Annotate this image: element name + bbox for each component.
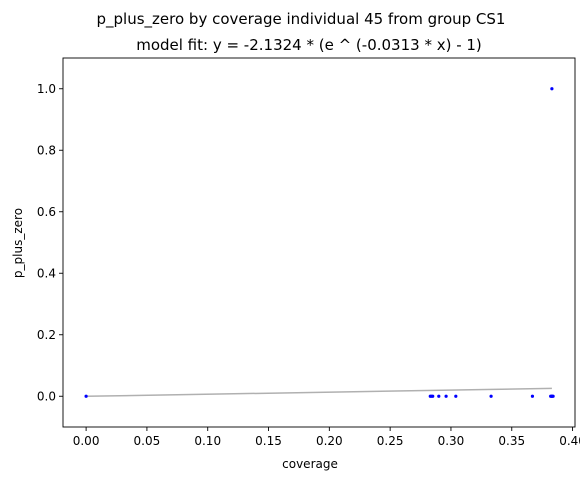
data-point xyxy=(530,394,535,398)
x-tick-label: 0.35 xyxy=(498,434,525,448)
x-tick-label: 0.10 xyxy=(194,434,221,448)
y-tick-label: 0.6 xyxy=(37,205,56,219)
chart-subtitle: model fit: y = -2.1324 * (e ^ (-0.0313 *… xyxy=(136,36,482,54)
y-tick-label: 0.2 xyxy=(37,328,56,342)
y-tick-label: 1.0 xyxy=(37,82,56,96)
fit-line xyxy=(86,387,552,398)
chart-title: p_plus_zero by coverage individual 45 fr… xyxy=(97,10,506,29)
x-axis-label: coverage xyxy=(282,457,338,471)
y-tick-label: 0.4 xyxy=(37,266,56,280)
plot-area: 0.00 0.05 0.10 0.15 0.20 0.25 0.30 0.35 0.40 0.0 0… xyxy=(37,57,580,448)
x-tick-label: 0.00 xyxy=(73,434,100,448)
y-tick-label: 0.8 xyxy=(37,143,56,157)
plot-frame xyxy=(62,57,576,428)
data-point xyxy=(431,394,435,398)
data-point xyxy=(489,394,493,398)
x-tick-label: 0.20 xyxy=(316,434,343,448)
y-tick-label: 0.0 xyxy=(37,389,56,403)
x-tick-label: 0.05 xyxy=(134,434,161,448)
data-point xyxy=(551,394,555,398)
data-point xyxy=(454,394,458,398)
x-tick-label: 0.40 xyxy=(559,434,580,448)
x-tick-label: 0.15 xyxy=(255,434,282,448)
y-axis-label: p_plus_zero xyxy=(11,208,25,278)
data-point xyxy=(550,87,554,91)
x-tick-label: 0.30 xyxy=(438,434,465,448)
data-point xyxy=(437,394,441,398)
data-point xyxy=(84,394,88,398)
x-tick-label: 0.25 xyxy=(377,434,404,448)
data-point xyxy=(444,394,448,398)
